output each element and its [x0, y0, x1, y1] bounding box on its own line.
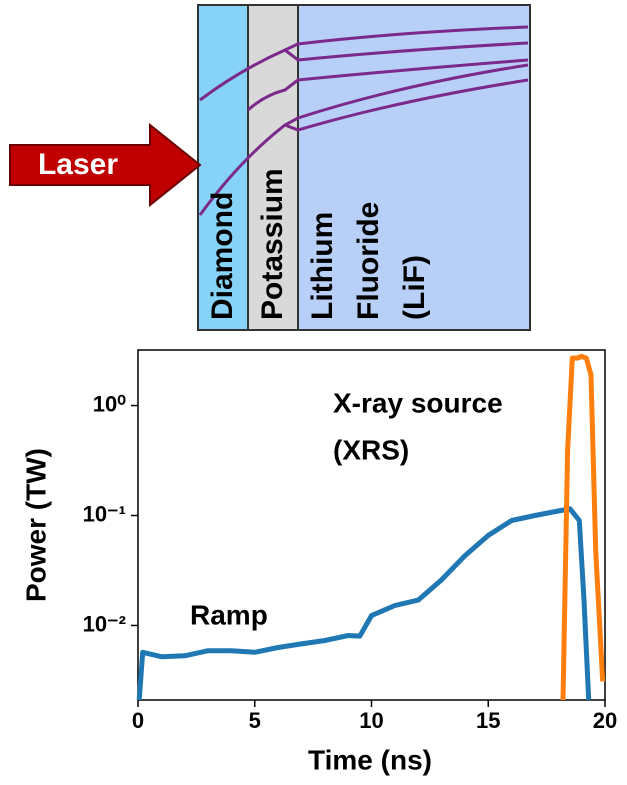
laser-label: Laser	[38, 148, 118, 181]
annotation: X-ray source	[333, 387, 503, 418]
x-tick-label: 15	[476, 708, 500, 733]
x-tick-label: 20	[593, 708, 617, 733]
y-tick-label: 10⁰	[93, 391, 126, 416]
layer-label: Fluoride	[352, 202, 385, 320]
y-tick-label: 10⁻¹	[83, 501, 126, 526]
layer-label: Diamond	[206, 192, 239, 320]
x-tick-label: 0	[132, 708, 144, 733]
target-diagram: Laser Diamond Potassium Lithium Fluoride…	[10, 5, 530, 330]
y-tick-label: 10⁻²	[83, 611, 126, 636]
annotation: Ramp	[190, 599, 268, 630]
series-line	[563, 356, 603, 700]
layer-label: Potassium	[256, 168, 289, 320]
figure: Laser Diamond Potassium Lithium Fluoride…	[0, 0, 627, 785]
layer-label: Lithium	[306, 212, 339, 320]
annotation: (XRS)	[333, 434, 409, 465]
chart: Time (ns) Power (TW) X-ray source (XRS) …	[20, 350, 617, 775]
x-tick-label: 10	[359, 708, 383, 733]
layer-label: (LiF)	[398, 255, 431, 320]
x-tick-label: 5	[249, 708, 261, 733]
x-axis-label: Time (ns)	[308, 744, 432, 775]
y-axis-label: Power (TW)	[20, 448, 51, 602]
